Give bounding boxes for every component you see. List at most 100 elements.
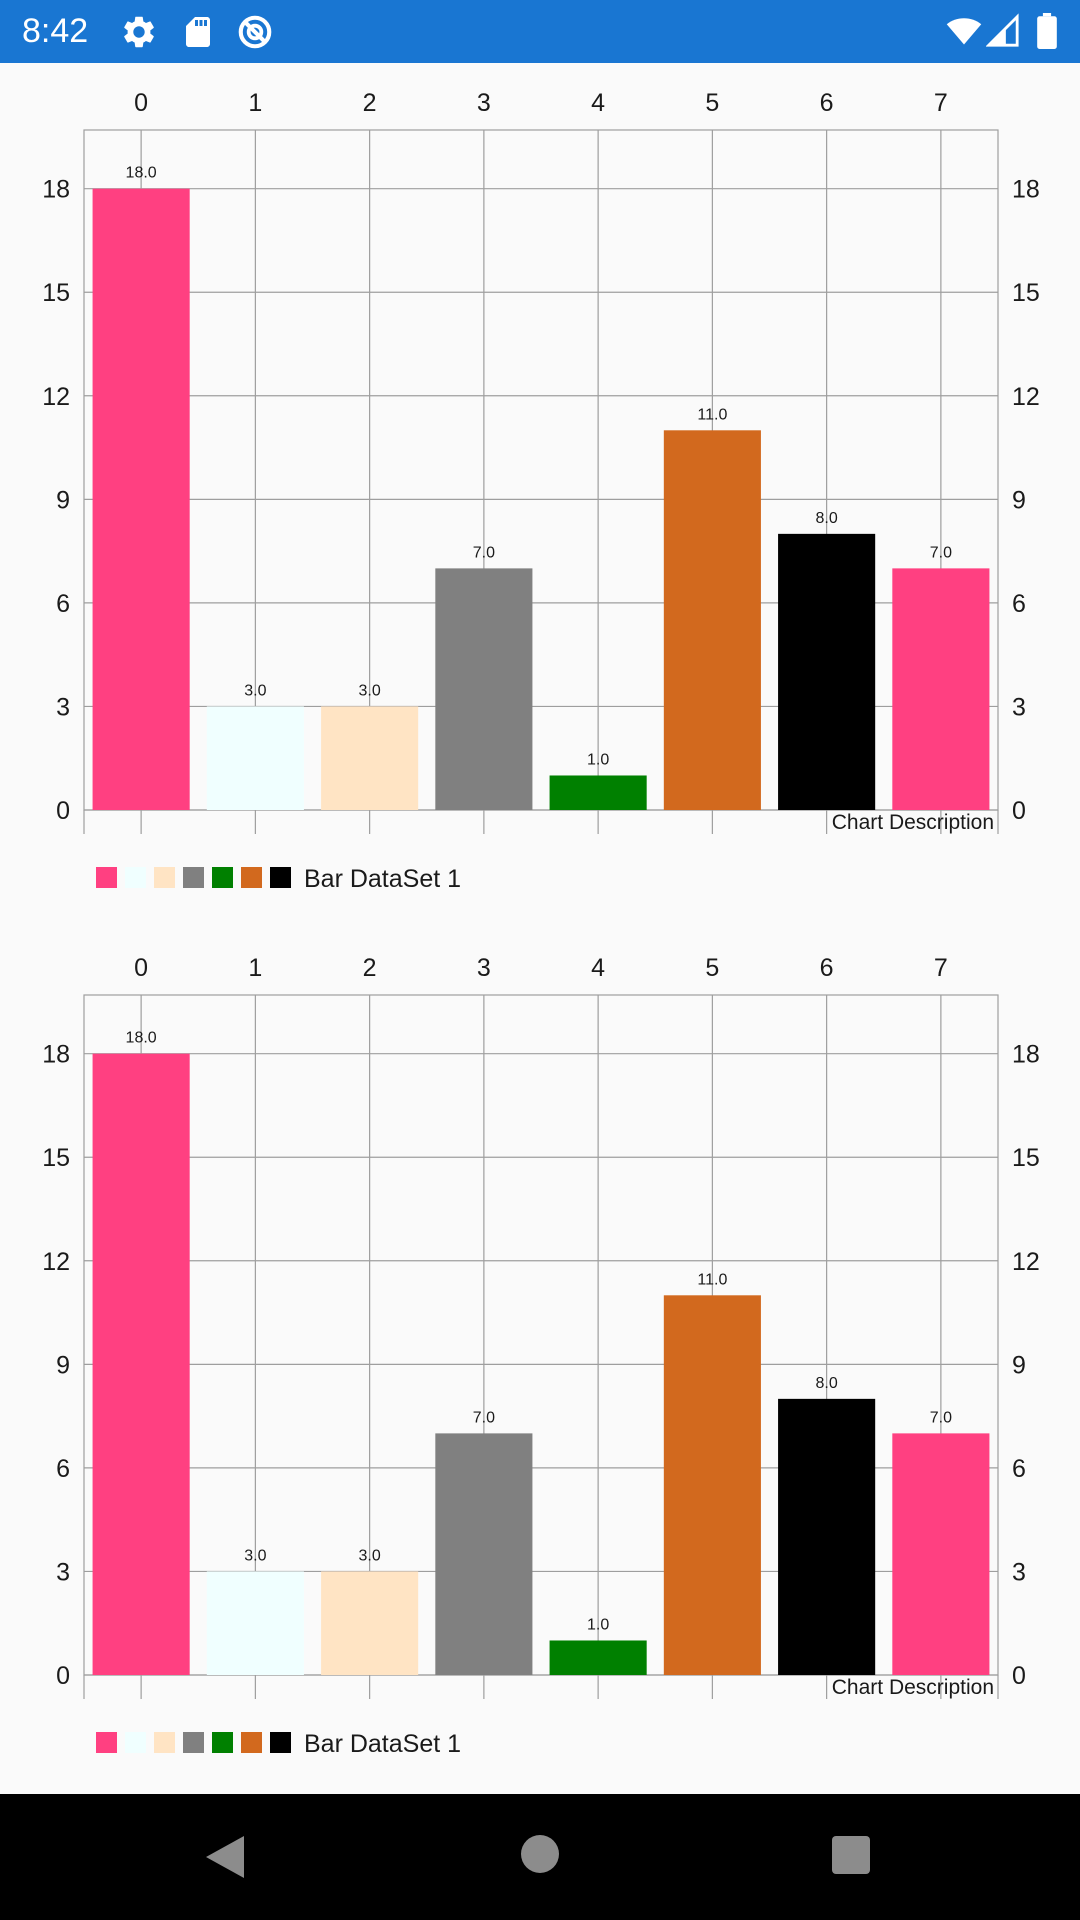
y-tick-label-right: 12 bbox=[1012, 1248, 1040, 1276]
bar-value-label: 8.0 bbox=[816, 1375, 838, 1392]
legend-swatch bbox=[183, 867, 204, 888]
x-tick-label: 1 bbox=[248, 954, 262, 982]
no-disturb-icon bbox=[238, 15, 272, 49]
wifi-icon bbox=[946, 18, 982, 45]
gear-icon bbox=[124, 16, 154, 48]
x-tick-label: 5 bbox=[705, 89, 719, 117]
bar bbox=[206, 706, 304, 810]
legend-swatch bbox=[125, 867, 146, 888]
navigation-bar bbox=[0, 1794, 1080, 1920]
bar bbox=[892, 1433, 990, 1675]
bar-value-label: 18.0 bbox=[126, 1030, 157, 1047]
bar-value-label: 3.0 bbox=[359, 1547, 381, 1564]
y-tick-label-right: 6 bbox=[1012, 1455, 1026, 1483]
legend-swatch bbox=[154, 1732, 175, 1753]
x-tick-label: 6 bbox=[820, 89, 834, 117]
bar-value-label: 7.0 bbox=[473, 1409, 495, 1426]
x-tick-label: 7 bbox=[934, 89, 948, 117]
legend-swatch bbox=[241, 867, 262, 888]
legend-swatch bbox=[212, 867, 233, 888]
y-tick-label-left: 9 bbox=[56, 486, 70, 514]
legend-swatch bbox=[125, 1732, 146, 1753]
x-tick-label: 4 bbox=[591, 954, 605, 982]
x-tick-label: 1 bbox=[248, 89, 262, 117]
bar bbox=[435, 568, 533, 810]
x-tick-label: 2 bbox=[363, 89, 377, 117]
sd-card-icon bbox=[186, 17, 210, 47]
bar-value-label: 1.0 bbox=[587, 1616, 609, 1633]
y-tick-label-right: 12 bbox=[1012, 383, 1040, 411]
bar-value-label: 7.0 bbox=[930, 544, 952, 561]
bar-value-label: 11.0 bbox=[697, 406, 727, 423]
legend-swatch bbox=[270, 867, 291, 888]
legend-swatch bbox=[183, 1732, 204, 1753]
bar-value-label: 7.0 bbox=[473, 544, 495, 561]
legend-swatch bbox=[241, 1732, 262, 1753]
y-tick-label-left: 0 bbox=[56, 797, 70, 825]
signal-icon bbox=[986, 13, 1019, 47]
y-tick-label-right: 18 bbox=[1012, 176, 1040, 204]
legend-label: Bar DataSet 1 bbox=[304, 1730, 461, 1758]
x-tick-label: 2 bbox=[363, 954, 377, 982]
legend-swatch bbox=[270, 1732, 291, 1753]
y-tick-label-right: 18 bbox=[1012, 1041, 1040, 1069]
y-tick-label-right: 9 bbox=[1012, 1351, 1026, 1379]
y-tick-label-left: 15 bbox=[42, 1144, 70, 1172]
y-tick-label-right: 15 bbox=[1012, 279, 1040, 307]
bar bbox=[663, 430, 761, 810]
status-time: 8:42 bbox=[22, 12, 89, 50]
y-tick-label-left: 9 bbox=[56, 1351, 70, 1379]
y-tick-label-right: 15 bbox=[1012, 1144, 1040, 1172]
y-tick-label-left: 15 bbox=[42, 279, 70, 307]
y-tick-label-left: 3 bbox=[56, 693, 70, 721]
bar bbox=[92, 188, 190, 811]
bar-value-label: 8.0 bbox=[816, 510, 838, 527]
y-tick-label-right: 3 bbox=[1012, 693, 1026, 721]
y-tick-label-right: 3 bbox=[1012, 1558, 1026, 1586]
x-tick-label: 0 bbox=[134, 89, 148, 117]
bar-value-label: 7.0 bbox=[930, 1409, 952, 1426]
bar bbox=[321, 1571, 419, 1675]
x-tick-label: 5 bbox=[705, 954, 719, 982]
bar bbox=[435, 1433, 533, 1675]
bar bbox=[778, 533, 876, 810]
battery-icon bbox=[1037, 13, 1057, 49]
bar-value-label: 3.0 bbox=[359, 682, 381, 699]
x-tick-label: 0 bbox=[134, 954, 148, 982]
legend-swatch bbox=[96, 1732, 117, 1753]
bar-value-label: 3.0 bbox=[244, 1547, 266, 1564]
bar-chart-1[interactable]: 0 0 3 3 6 6 9 9 12 12 15 15 18 18 0 1 2 3 4 5 6 7 18.0 3.0 3.0 7.… bbox=[0, 63, 1080, 928]
x-tick-label: 4 bbox=[591, 89, 605, 117]
bar-value-label: 1.0 bbox=[587, 751, 609, 768]
bar-value-label: 3.0 bbox=[244, 682, 266, 699]
chart-description: Chart Description bbox=[832, 1676, 994, 1699]
bar-value-label: 11.0 bbox=[697, 1271, 727, 1288]
legend-swatch bbox=[154, 867, 175, 888]
y-tick-label-right: 6 bbox=[1012, 590, 1026, 618]
bar bbox=[663, 1295, 761, 1675]
bar-value-label: 18.0 bbox=[126, 165, 157, 182]
y-tick-label-left: 18 bbox=[42, 176, 70, 204]
legend-label: Bar DataSet 1 bbox=[304, 865, 461, 893]
bar-chart-2[interactable]: 0 0 3 3 6 6 9 9 12 12 15 15 18 18 0 1 2 3 4 5 6 7 18.0 3.0 3.0 7.… bbox=[0, 928, 1080, 1793]
bar bbox=[321, 706, 419, 810]
bar bbox=[206, 1571, 304, 1675]
x-tick-label: 3 bbox=[477, 954, 491, 982]
legend-swatch bbox=[212, 1732, 233, 1753]
x-tick-label: 7 bbox=[934, 954, 948, 982]
y-tick-label-right: 0 bbox=[1012, 1662, 1026, 1690]
y-tick-label-left: 12 bbox=[42, 1248, 70, 1276]
home-icon[interactable] bbox=[518, 1832, 562, 1876]
y-tick-label-left: 3 bbox=[56, 1558, 70, 1586]
y-tick-label-right: 0 bbox=[1012, 797, 1026, 825]
recents-icon[interactable] bbox=[830, 1834, 872, 1876]
bar bbox=[92, 1053, 190, 1675]
bar bbox=[778, 1398, 876, 1675]
y-tick-label-left: 12 bbox=[42, 383, 70, 411]
back-icon[interactable] bbox=[200, 1832, 250, 1882]
bar bbox=[549, 775, 647, 810]
bar bbox=[892, 568, 990, 810]
y-tick-label-right: 9 bbox=[1012, 486, 1026, 514]
